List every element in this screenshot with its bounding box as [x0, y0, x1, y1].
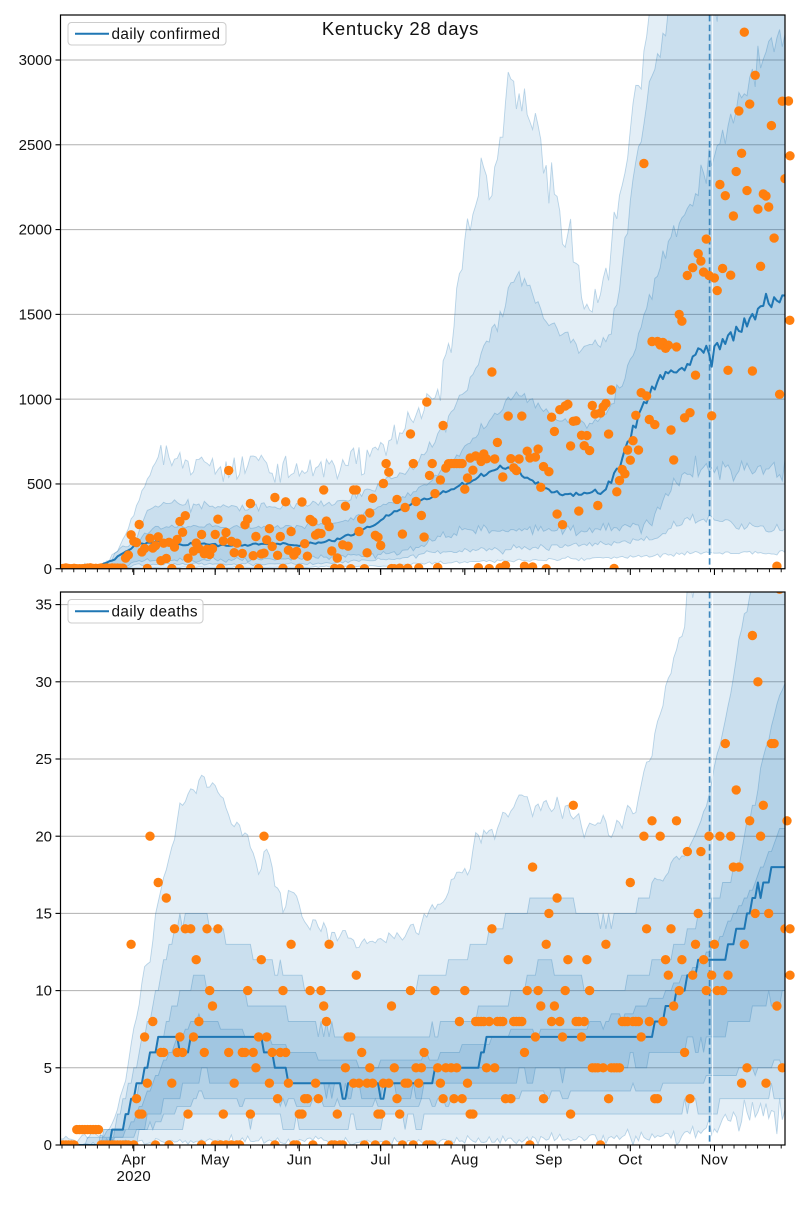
svg-text:500: 500: [27, 476, 52, 493]
svg-text:Jul: Jul: [371, 1152, 391, 1169]
svg-text:3000: 3000: [19, 52, 52, 69]
svg-text:2000: 2000: [19, 222, 52, 239]
svg-text:0: 0: [44, 1137, 52, 1154]
svg-text:25: 25: [35, 751, 52, 768]
svg-text:May: May: [201, 1152, 230, 1169]
svg-text:2500: 2500: [19, 137, 52, 154]
svg-text:30: 30: [35, 674, 52, 691]
svg-text:daily confirmed: daily confirmed: [112, 26, 221, 43]
svg-text:15: 15: [35, 906, 52, 923]
svg-text:0: 0: [44, 561, 52, 578]
svg-text:Kentucky 28 days: Kentucky 28 days: [322, 18, 479, 39]
svg-text:35: 35: [35, 597, 52, 614]
svg-text:1000: 1000: [19, 391, 52, 408]
svg-text:5: 5: [44, 1060, 52, 1077]
svg-text:Sep: Sep: [535, 1152, 563, 1169]
svg-text:daily deaths: daily deaths: [112, 603, 198, 620]
svg-text:Nov: Nov: [701, 1152, 729, 1169]
svg-text:Jun: Jun: [287, 1152, 312, 1169]
svg-text:Aug: Aug: [451, 1152, 479, 1169]
svg-text:Oct: Oct: [618, 1152, 643, 1169]
svg-text:20: 20: [35, 828, 52, 845]
svg-text:1500: 1500: [19, 306, 52, 323]
svg-text:Apr: Apr: [122, 1152, 146, 1169]
svg-text:10: 10: [35, 983, 52, 1000]
svg-text:2020: 2020: [117, 1168, 152, 1185]
